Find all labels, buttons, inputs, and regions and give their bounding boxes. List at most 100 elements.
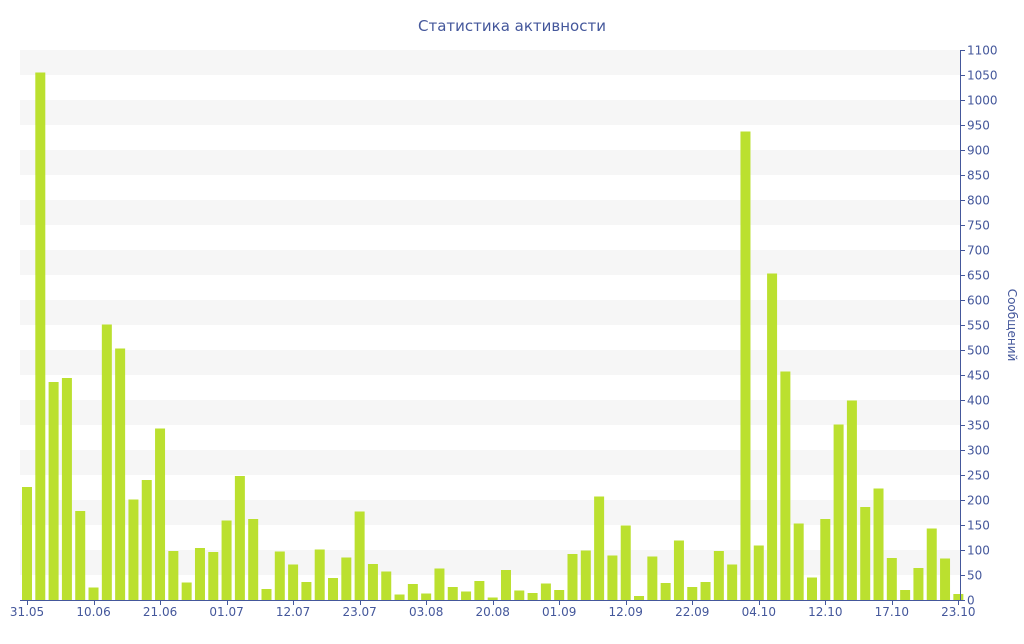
x-tick-label: 21.06 — [143, 605, 177, 619]
x-tick-label: 12.07 — [276, 605, 310, 619]
bar — [647, 556, 658, 600]
bar — [48, 382, 59, 600]
bar — [88, 587, 99, 600]
grid-band — [20, 300, 960, 325]
bar — [314, 549, 325, 600]
y-tick-label: 0 — [967, 594, 975, 608]
bar — [155, 428, 166, 600]
bar — [354, 511, 365, 600]
bar — [607, 555, 618, 600]
x-tick-label: 23.10 — [941, 605, 975, 619]
bar — [434, 568, 445, 600]
y-tick-label: 750 — [967, 219, 990, 233]
y-tick-label: 650 — [967, 269, 990, 283]
grid-band — [20, 250, 960, 275]
bar — [487, 597, 498, 600]
bar — [394, 594, 405, 600]
bar — [301, 582, 312, 600]
bar — [341, 557, 352, 600]
y-tick-label: 500 — [967, 344, 990, 358]
bar — [221, 520, 232, 600]
bar — [274, 551, 285, 600]
y-tick-label: 300 — [967, 444, 990, 458]
grid-band — [20, 100, 960, 125]
bar — [288, 564, 299, 600]
x-tick-label: 03.08 — [409, 605, 443, 619]
y-tick-label: 600 — [967, 294, 990, 308]
bar — [208, 552, 219, 600]
y-tick-label: 1000 — [967, 94, 998, 108]
bar — [567, 554, 578, 600]
bar — [61, 378, 72, 600]
bar — [234, 476, 245, 600]
bar — [527, 593, 538, 600]
bar — [554, 590, 565, 600]
bar — [101, 324, 112, 600]
y-tick-label: 900 — [967, 144, 990, 158]
bar — [807, 577, 817, 600]
x-tick-label: 04.10 — [742, 605, 776, 619]
bar — [261, 589, 272, 600]
bar — [461, 591, 472, 600]
bar — [926, 528, 937, 600]
bar — [833, 424, 844, 600]
grid-band — [20, 400, 960, 425]
y-tick-label: 250 — [967, 469, 990, 483]
axes: 0 50 100 150 200 250 300 350 400 450 500 550 600 650 7… — [10, 44, 998, 620]
x-tick-label: 31.05 — [10, 605, 44, 619]
bar — [900, 590, 911, 600]
bar — [328, 578, 339, 600]
bar — [540, 583, 551, 600]
x-tick-label: 12.10 — [808, 605, 842, 619]
bar — [194, 548, 205, 600]
y-tick-label: 850 — [967, 169, 990, 183]
bar — [447, 587, 458, 600]
bar — [128, 499, 139, 600]
x-tick-label: 01.07 — [209, 605, 243, 619]
bar — [860, 507, 871, 600]
bar — [660, 583, 671, 600]
y-tick-label: 550 — [967, 319, 990, 333]
bar — [953, 594, 964, 600]
grid-band — [20, 200, 960, 225]
bar — [767, 273, 778, 600]
bar — [873, 488, 884, 600]
x-tick-label: 23.07 — [342, 605, 376, 619]
grid-band — [20, 450, 960, 475]
grid-band — [20, 350, 960, 375]
bar — [474, 581, 485, 600]
bar — [740, 131, 751, 600]
x-tick-label: 01.09 — [542, 605, 576, 619]
bar — [181, 582, 192, 600]
y-tick-label: 1050 — [967, 69, 998, 83]
bar — [793, 523, 804, 600]
bar — [407, 584, 418, 600]
y-tick-label: 100 — [967, 544, 990, 558]
y-tick-label: 1100 — [967, 44, 998, 58]
bar — [115, 348, 126, 600]
y-tick-label: 700 — [967, 244, 990, 258]
x-tick-label: 17.10 — [875, 605, 909, 619]
bar — [913, 568, 924, 600]
grid-band — [20, 150, 960, 175]
bar — [22, 487, 32, 600]
bar — [141, 480, 152, 600]
bar — [687, 587, 698, 600]
bar — [940, 558, 951, 600]
y-tick-label: 450 — [967, 369, 990, 383]
bar — [820, 519, 831, 600]
x-tick-label: 22.09 — [675, 605, 709, 619]
y-tick-label: 150 — [967, 519, 990, 533]
bar — [580, 550, 591, 600]
bar — [381, 571, 392, 600]
bar — [713, 551, 724, 600]
bar — [886, 558, 897, 600]
x-tick-label: 12.09 — [609, 605, 643, 619]
bar — [700, 582, 711, 600]
chart-title: Статистика активности — [418, 17, 606, 35]
bar — [35, 72, 46, 600]
x-tick-label: 10.06 — [76, 605, 110, 619]
bar — [634, 596, 645, 600]
